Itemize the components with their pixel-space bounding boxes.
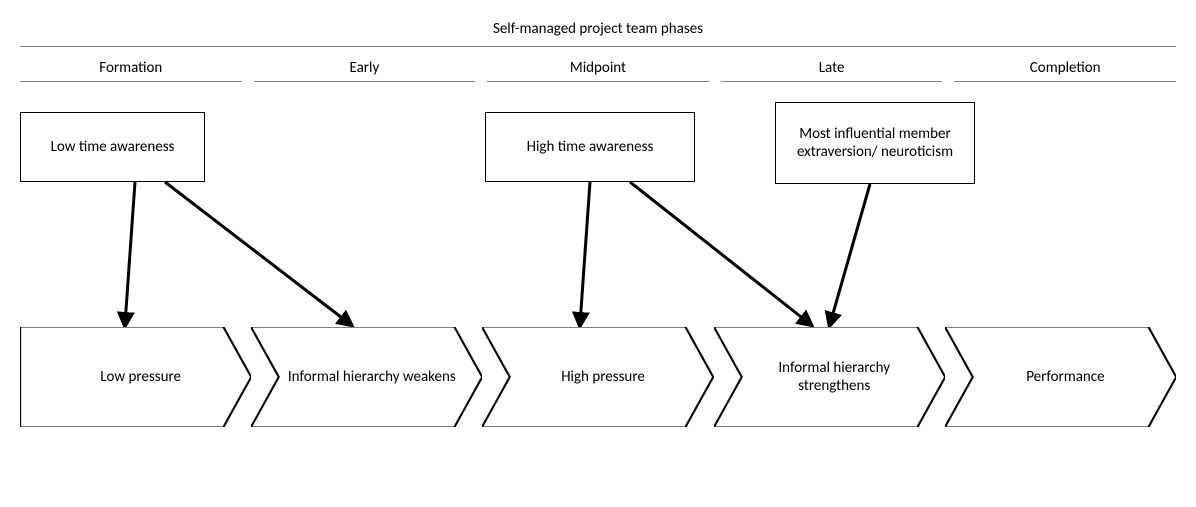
chevron-row: Low pressure Informal hierarchy weakens … [20,327,1176,427]
diagram-area: Low time awareness High time awareness M… [20,102,1176,442]
box-most-influential: Most influential member extraversion/ ne… [775,102,975,184]
chevron-informal-strengthens: Informal hierarchy strengthens [714,327,945,427]
phase-formation: Formation [20,59,242,82]
box-label: Most influential member extraversion/ ne… [786,125,964,161]
chevron-label: Informal hierarchy weakens [258,368,476,386]
phase-midpoint: Midpoint [487,59,709,82]
chevron-label: Performance [996,368,1124,386]
box-label: Low time awareness [51,138,175,156]
phases-row: Formation Early Midpoint Late Completion [20,59,1176,82]
chevron-high-pressure: High pressure [482,327,713,427]
chevron-informal-weakens: Informal hierarchy weakens [251,327,482,427]
diagram-title: Self-managed project team phases [20,20,1176,38]
chevron-label: High pressure [531,368,665,386]
chevron-low-pressure: Low pressure [20,327,251,427]
phase-late: Late [721,59,943,82]
phase-completion: Completion [954,59,1176,82]
box-low-time-awareness: Low time awareness [20,112,205,182]
box-high-time-awareness: High time awareness [485,112,695,182]
phase-early: Early [254,59,476,82]
chevron-label: Low pressure [70,368,201,386]
chevron-label: Informal hierarchy strengthens [714,359,945,395]
box-label: High time awareness [527,138,654,156]
chevron-performance: Performance [945,327,1176,427]
title-underline [20,46,1176,47]
